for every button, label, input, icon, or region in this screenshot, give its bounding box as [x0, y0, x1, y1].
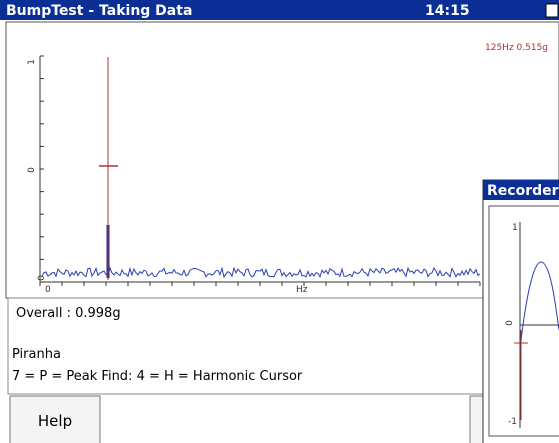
y-label: 0 [37, 275, 47, 281]
tick-group [39, 55, 481, 286]
spectrum-trace [41, 266, 481, 279]
help-button[interactable] [9, 395, 101, 443]
close-icon[interactable] [545, 3, 559, 18]
recorder-title-bar [483, 180, 559, 200]
recorder-y-label: 1 [512, 223, 518, 233]
key-hint: 7 = P = Peak Find: 4 = H = Harmonic Curs… [12, 369, 303, 384]
recorder-trace [520, 261, 559, 341]
help-button-label: Help [38, 412, 72, 430]
clock: 14:15 [425, 3, 470, 19]
plot-frame [5, 21, 559, 299]
x-label: Hz [296, 285, 308, 295]
recorder-y-label: -1 [508, 417, 517, 427]
sensor-name: Piranha [12, 347, 61, 362]
recorder-y-label: 0 [505, 320, 515, 326]
x-label: 0 [45, 285, 51, 295]
info-panel [7, 297, 485, 395]
y-label: 0 [27, 167, 37, 173]
cursor-readout: 125Hz 0.515g [485, 43, 548, 53]
overall-value: Overall : 0.998g [16, 306, 121, 321]
recorder-title: Recorder [487, 183, 559, 199]
title-bar [0, 0, 559, 20]
window-title: BumpTest - Taking Data [6, 3, 192, 19]
y-label: 1 [27, 59, 37, 65]
